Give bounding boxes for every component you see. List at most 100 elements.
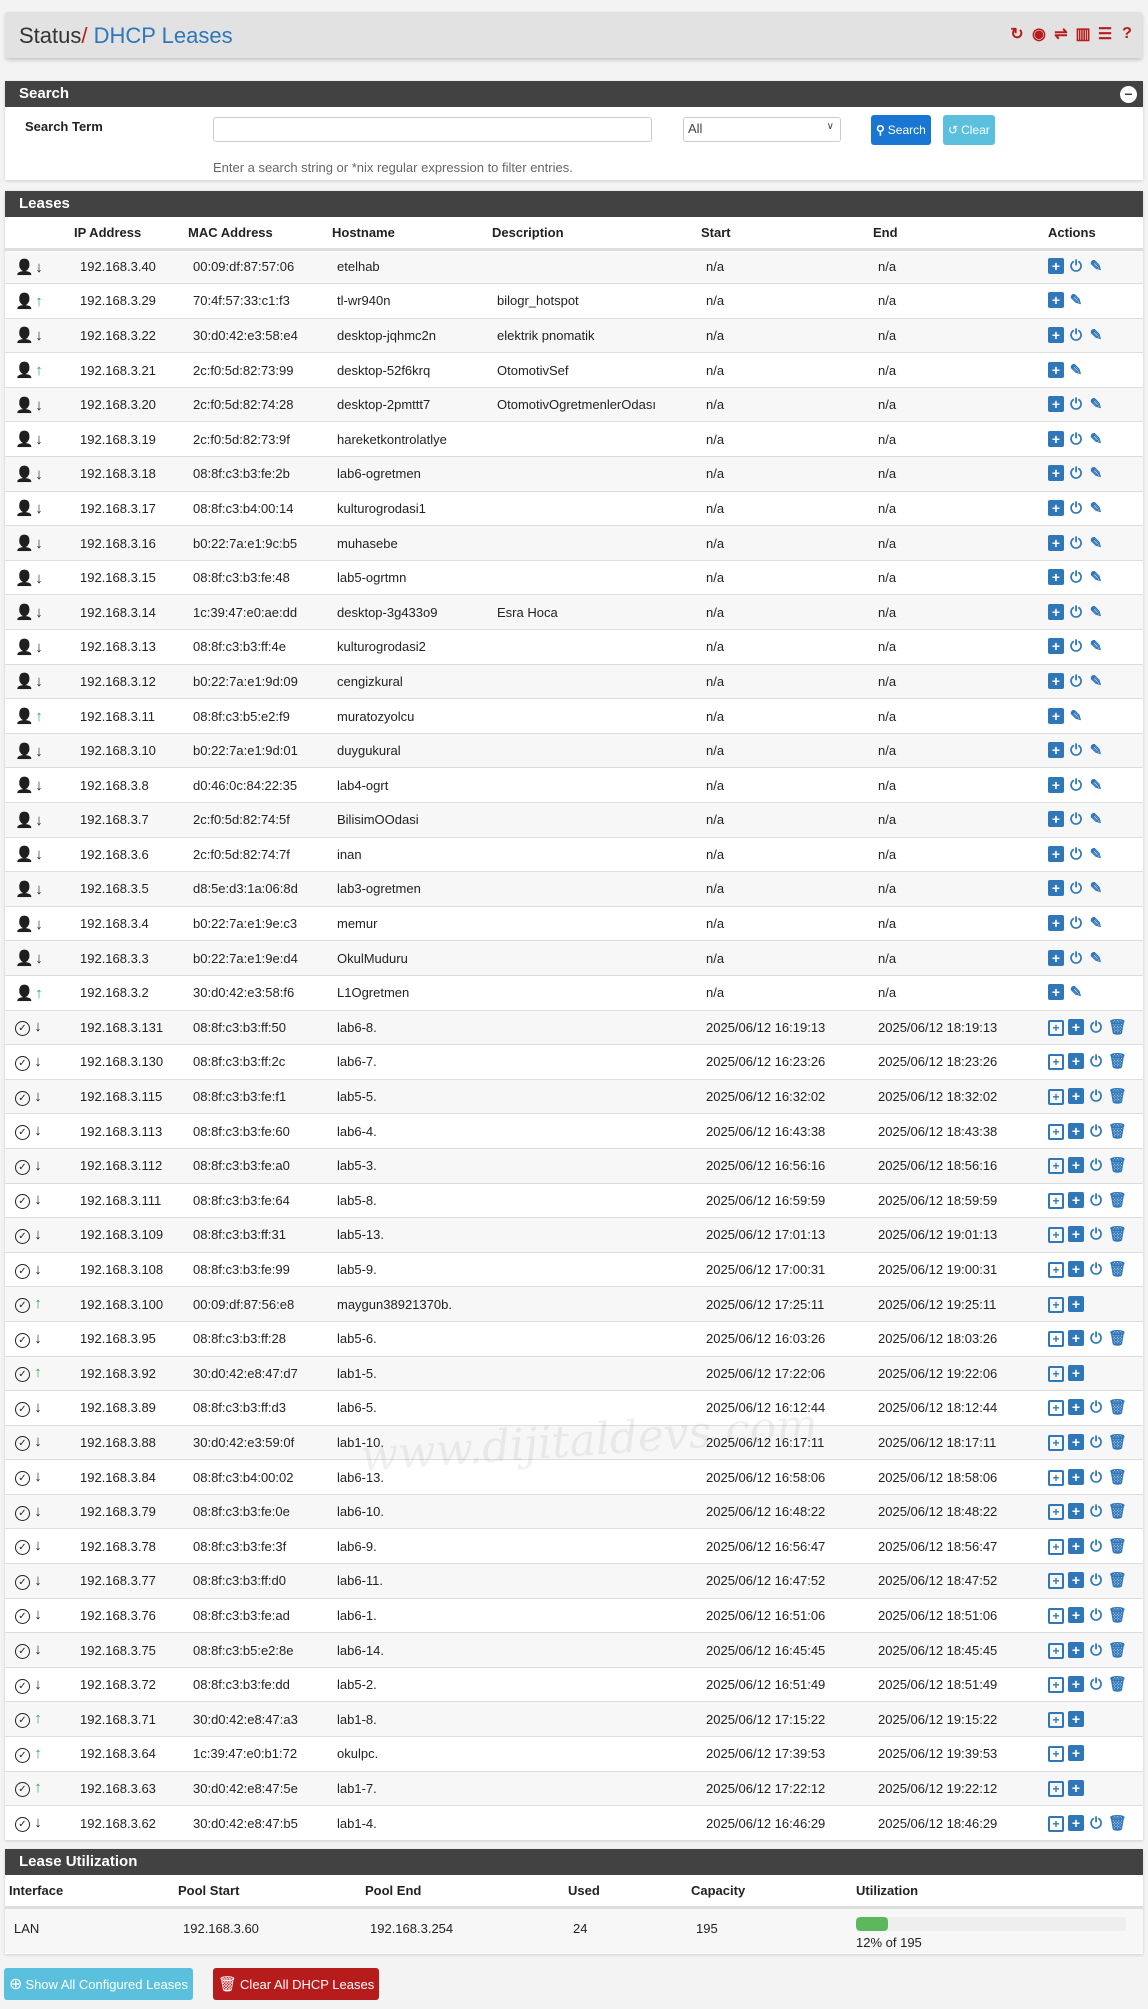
trash-icon[interactable]: 🗑	[1108, 1399, 1128, 1417]
power-icon[interactable]: ⏻	[1070, 430, 1082, 448]
trash-icon[interactable]: 🗑	[1108, 1433, 1128, 1451]
power-icon[interactable]: ⏻	[1070, 742, 1082, 760]
add-wol-mapping-icon[interactable]: +	[1068, 1779, 1084, 1796]
add-static-mapping-icon[interactable]: +	[1048, 1296, 1064, 1313]
add-static-mapping-icon[interactable]: +	[1048, 1573, 1064, 1590]
pencil-icon[interactable]: ✎	[1089, 603, 1103, 621]
add-wol-mapping-icon[interactable]: +	[1068, 1503, 1084, 1520]
power-icon[interactable]: ⏻	[1070, 534, 1082, 552]
trash-icon[interactable]: 🗑	[1108, 1088, 1128, 1106]
add-wol-mapping-icon[interactable]: +	[1048, 776, 1064, 793]
clear-all-leases-button[interactable]: 🗑 Clear All DHCP Leases	[213, 1968, 380, 2000]
power-icon[interactable]: ⏻	[1090, 1537, 1102, 1555]
trash-icon[interactable]: 🗑	[1108, 1226, 1128, 1244]
trash-icon[interactable]: 🗑	[1108, 1468, 1128, 1486]
power-icon[interactable]: ⏻	[1090, 1641, 1102, 1659]
pencil-icon[interactable]: ✎	[1089, 915, 1103, 933]
power-icon[interactable]: ⏻	[1070, 845, 1082, 863]
add-static-mapping-icon[interactable]: +	[1048, 1227, 1064, 1244]
clear-button[interactable]: ↺ Clear	[943, 115, 995, 145]
add-wol-mapping-icon[interactable]: +	[1048, 603, 1064, 620]
trash-icon[interactable]: 🗑	[1108, 1018, 1128, 1036]
add-static-mapping-icon[interactable]: +	[1048, 1607, 1064, 1624]
add-static-mapping-icon[interactable]: +	[1048, 1677, 1064, 1694]
add-wol-mapping-icon[interactable]: +	[1048, 742, 1064, 759]
col-mac[interactable]: MAC Address	[188, 217, 332, 251]
add-wol-mapping-icon[interactable]: +	[1068, 1364, 1084, 1381]
col-description[interactable]: Description	[492, 217, 701, 251]
add-static-mapping-icon[interactable]: +	[1048, 1538, 1064, 1555]
add-wol-mapping-icon[interactable]: +	[1068, 1745, 1084, 1762]
power-icon[interactable]: ⏻	[1090, 1572, 1102, 1590]
add-static-mapping-icon[interactable]: +	[1048, 1019, 1064, 1036]
add-wol-mapping-icon[interactable]: +	[1048, 534, 1064, 551]
pencil-icon[interactable]: ✎	[1089, 672, 1103, 690]
pencil-icon[interactable]: ✎	[1089, 638, 1103, 656]
breadcrumb-status[interactable]: Status	[19, 23, 82, 48]
add-wol-mapping-icon[interactable]: +	[1068, 1295, 1084, 1312]
add-static-mapping-icon[interactable]: +	[1048, 1434, 1064, 1451]
add-wol-mapping-icon[interactable]: +	[1068, 1330, 1084, 1347]
add-static-mapping-icon[interactable]: +	[1048, 1054, 1064, 1071]
power-icon[interactable]: ⏻	[1070, 811, 1082, 829]
power-icon[interactable]: ⏻	[1090, 1122, 1102, 1140]
trash-icon[interactable]: 🗑	[1108, 1537, 1128, 1555]
add-wol-mapping-icon[interactable]: +	[1048, 845, 1064, 862]
add-wol-mapping-icon[interactable]: +	[1068, 1157, 1084, 1174]
power-icon[interactable]: ⏻	[1090, 1261, 1102, 1279]
add-wol-mapping-icon[interactable]: +	[1048, 569, 1064, 586]
add-static-mapping-icon[interactable]: +	[1048, 1192, 1064, 1209]
add-wol-mapping-icon[interactable]: +	[1048, 811, 1064, 828]
add-wol-mapping-icon[interactable]: +	[1048, 326, 1064, 343]
power-icon[interactable]: ⏻	[1090, 1606, 1102, 1624]
add-wol-mapping-icon[interactable]: +	[1068, 1261, 1084, 1278]
pencil-icon[interactable]: ✎	[1089, 949, 1103, 967]
add-wol-mapping-icon[interactable]: +	[1048, 292, 1064, 309]
add-wol-mapping-icon[interactable]: +	[1068, 1468, 1084, 1485]
power-icon[interactable]: ⏻	[1090, 1330, 1102, 1348]
search-field-select[interactable]: All ∨	[683, 117, 841, 142]
add-wol-mapping-icon[interactable]: +	[1048, 258, 1064, 275]
settings-icon[interactable]: ⇌	[1054, 26, 1068, 43]
col-hostname[interactable]: Hostname	[332, 217, 492, 251]
power-icon[interactable]: ⏻	[1070, 326, 1082, 344]
power-icon[interactable]: ⏻	[1090, 1814, 1102, 1832]
power-icon[interactable]: ⏻	[1070, 915, 1082, 933]
pencil-icon[interactable]: ✎	[1069, 292, 1083, 310]
power-icon[interactable]: ⏻	[1070, 258, 1082, 276]
pencil-icon[interactable]: ✎	[1089, 880, 1103, 898]
add-wol-mapping-icon[interactable]: +	[1068, 1537, 1084, 1554]
collapse-icon[interactable]: −	[1120, 86, 1137, 103]
power-icon[interactable]: ⏻	[1070, 776, 1082, 794]
stop-icon[interactable]: ◉	[1032, 26, 1046, 43]
power-icon[interactable]: ⏻	[1070, 603, 1082, 621]
add-wol-mapping-icon[interactable]: +	[1068, 1226, 1084, 1243]
power-icon[interactable]: ⏻	[1090, 1053, 1102, 1071]
search-button[interactable]: ⚲ Search	[871, 115, 931, 145]
pencil-icon[interactable]: ✎	[1089, 465, 1103, 483]
add-wol-mapping-icon[interactable]: +	[1068, 1122, 1084, 1139]
power-icon[interactable]: ⏻	[1070, 569, 1082, 587]
add-wol-mapping-icon[interactable]: +	[1048, 430, 1064, 447]
pencil-icon[interactable]: ✎	[1069, 984, 1083, 1002]
power-icon[interactable]: ⏻	[1070, 499, 1082, 517]
add-static-mapping-icon[interactable]: +	[1048, 1815, 1064, 1832]
pencil-icon[interactable]: ✎	[1089, 742, 1103, 760]
power-icon[interactable]: ⏻	[1090, 1399, 1102, 1417]
add-static-mapping-icon[interactable]: +	[1048, 1642, 1064, 1659]
add-static-mapping-icon[interactable]: +	[1048, 1089, 1064, 1106]
show-all-leases-button[interactable]: ⊕ Show All Configured Leases	[4, 1968, 194, 2000]
power-icon[interactable]: ⏻	[1070, 465, 1082, 483]
add-wol-mapping-icon[interactable]: +	[1068, 1710, 1084, 1727]
add-static-mapping-icon[interactable]: +	[1048, 1711, 1064, 1728]
search-input[interactable]	[213, 117, 652, 142]
add-static-mapping-icon[interactable]: +	[1048, 1365, 1064, 1382]
add-wol-mapping-icon[interactable]: +	[1068, 1088, 1084, 1105]
page-title[interactable]: DHCP Leases	[93, 23, 233, 48]
pencil-icon[interactable]: ✎	[1069, 361, 1083, 379]
add-static-mapping-icon[interactable]: +	[1048, 1746, 1064, 1763]
trash-icon[interactable]: 🗑	[1108, 1261, 1128, 1279]
power-icon[interactable]: ⏻	[1070, 672, 1082, 690]
trash-icon[interactable]: 🗑	[1108, 1053, 1128, 1071]
add-wol-mapping-icon[interactable]: +	[1048, 361, 1064, 378]
